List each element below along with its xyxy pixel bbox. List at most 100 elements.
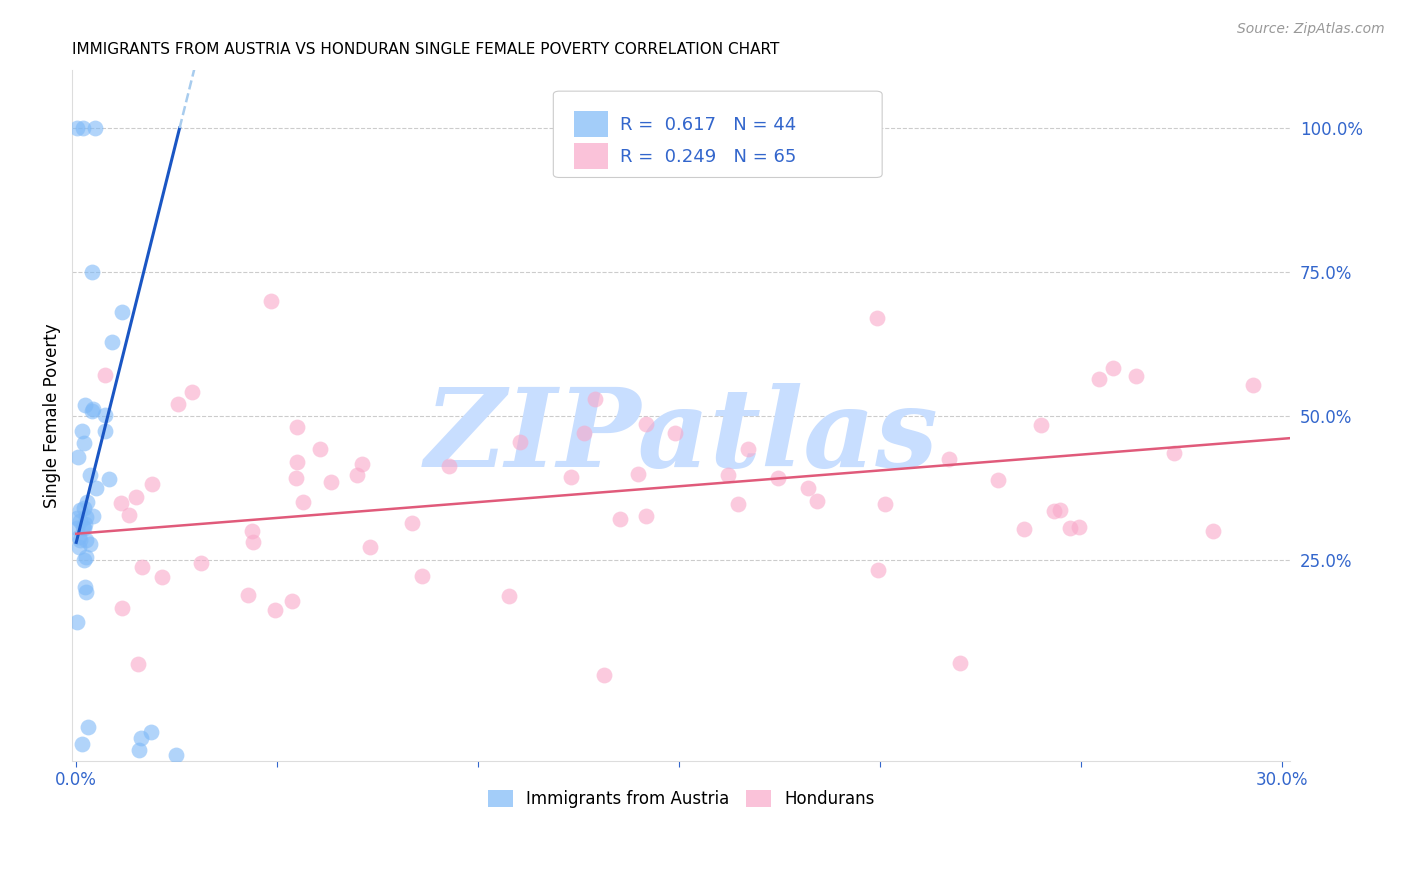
Point <box>737 442 759 456</box>
Point <box>1043 504 1066 518</box>
Point <box>75 510 97 524</box>
Point <box>94 368 117 383</box>
Point <box>66 120 89 135</box>
Point <box>291 495 314 509</box>
Point <box>83 120 105 135</box>
Point <box>128 742 150 756</box>
Point <box>127 657 149 671</box>
Text: IMMIGRANTS FROM AUSTRIA VS HONDURAN SINGLE FEMALE POVERTY CORRELATION CHART: IMMIGRANTS FROM AUSTRIA VS HONDURAN SING… <box>72 42 779 57</box>
Point <box>125 490 148 504</box>
Text: ZIPatlas: ZIPatlas <box>425 383 938 491</box>
Point <box>82 401 104 416</box>
Point <box>664 426 686 441</box>
Point <box>70 424 93 438</box>
Point <box>1049 503 1071 517</box>
Point <box>69 514 91 528</box>
Point <box>352 457 374 471</box>
Point <box>319 475 342 489</box>
Point <box>359 540 381 554</box>
Point <box>411 569 433 583</box>
Point <box>509 434 531 449</box>
Point <box>72 500 94 515</box>
Point <box>242 534 264 549</box>
Point <box>285 420 308 434</box>
Point <box>866 310 889 325</box>
Point <box>560 470 582 484</box>
Point <box>110 496 132 510</box>
Point <box>609 512 631 526</box>
Point <box>69 502 91 516</box>
Point <box>75 517 97 532</box>
Point <box>72 520 94 534</box>
Point <box>79 537 101 551</box>
Point <box>111 305 134 319</box>
Point <box>1067 520 1090 534</box>
Point <box>73 553 96 567</box>
Point <box>75 533 97 547</box>
Point <box>67 540 90 554</box>
Point <box>1087 372 1109 386</box>
Point <box>634 417 657 431</box>
Point <box>72 520 94 534</box>
Point <box>264 603 287 617</box>
Point <box>949 657 972 671</box>
Point <box>309 442 332 456</box>
Point <box>634 508 657 523</box>
Point <box>94 424 117 438</box>
Point <box>260 293 283 308</box>
Point <box>75 550 97 565</box>
Point <box>190 557 212 571</box>
Point <box>66 450 89 465</box>
Point <box>1125 369 1147 384</box>
Point <box>583 392 606 406</box>
Point <box>165 748 187 763</box>
Point <box>498 589 520 603</box>
Point <box>80 265 103 279</box>
Point <box>67 530 90 544</box>
Point <box>150 570 173 584</box>
Point <box>181 384 204 399</box>
Bar <box>574 111 609 137</box>
Point <box>238 588 260 602</box>
Point <box>717 467 740 482</box>
Point <box>73 398 96 412</box>
Point <box>796 481 818 495</box>
Point <box>1031 417 1053 432</box>
Point <box>118 508 141 522</box>
Point <box>987 473 1010 487</box>
Point <box>938 452 960 467</box>
Point <box>727 497 749 511</box>
Point <box>437 458 460 473</box>
Point <box>141 477 163 491</box>
Point <box>572 426 595 441</box>
Point <box>82 509 104 524</box>
Point <box>76 495 98 509</box>
Point <box>66 510 89 524</box>
Point <box>280 594 302 608</box>
Point <box>284 470 307 484</box>
Point <box>73 436 96 450</box>
Point <box>75 584 97 599</box>
Y-axis label: Single Female Poverty: Single Female Poverty <box>44 324 60 508</box>
Point <box>139 725 162 739</box>
Point <box>66 615 89 629</box>
Point <box>101 335 124 350</box>
Bar <box>574 143 609 169</box>
Point <box>129 731 152 745</box>
Point <box>66 521 89 535</box>
Point <box>627 467 650 481</box>
Point <box>766 471 789 485</box>
Point <box>1012 522 1035 536</box>
FancyBboxPatch shape <box>554 91 882 178</box>
Point <box>873 497 896 511</box>
Point <box>1163 445 1185 459</box>
Point <box>80 404 103 418</box>
Point <box>84 481 107 495</box>
Text: R =  0.617   N = 44: R = 0.617 N = 44 <box>620 116 797 134</box>
Point <box>97 472 120 486</box>
Point <box>167 397 190 411</box>
Text: R =  0.249   N = 65: R = 0.249 N = 65 <box>620 147 797 166</box>
Legend: Immigrants from Austria, Hondurans: Immigrants from Austria, Hondurans <box>481 783 882 815</box>
Point <box>1241 377 1264 392</box>
Point <box>806 493 828 508</box>
